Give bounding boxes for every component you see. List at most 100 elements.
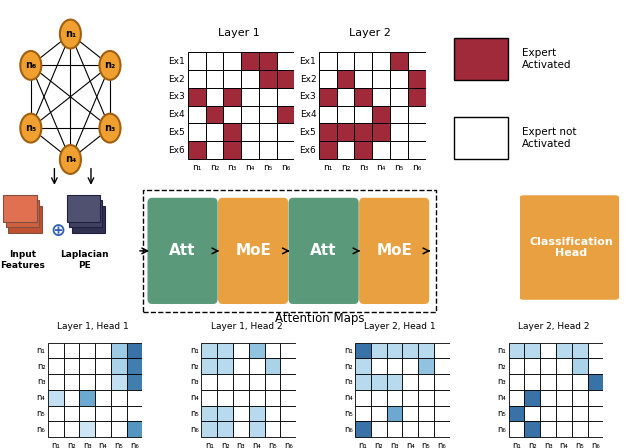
Bar: [418, 422, 434, 437]
Bar: [524, 343, 540, 358]
Bar: [233, 374, 249, 390]
FancyBboxPatch shape: [72, 206, 105, 233]
Text: n₂: n₂: [37, 362, 45, 371]
Bar: [63, 358, 79, 374]
Bar: [205, 106, 223, 124]
Bar: [509, 390, 524, 405]
Bar: [403, 405, 418, 422]
Text: n₆: n₆: [591, 441, 600, 448]
Bar: [63, 405, 79, 422]
Bar: [418, 374, 434, 390]
Bar: [355, 52, 372, 70]
Bar: [540, 405, 556, 422]
Bar: [371, 390, 387, 405]
Text: n₄: n₄: [376, 163, 386, 172]
Bar: [276, 124, 294, 141]
Bar: [572, 405, 588, 422]
Text: n₃: n₃: [37, 378, 45, 387]
Bar: [276, 88, 294, 106]
Bar: [572, 390, 588, 405]
Bar: [48, 374, 63, 390]
Text: n₁: n₁: [190, 346, 199, 355]
Bar: [223, 106, 241, 124]
Bar: [217, 358, 233, 374]
Bar: [79, 343, 95, 358]
Bar: [355, 422, 371, 437]
Bar: [509, 405, 524, 422]
Bar: [111, 358, 127, 374]
Bar: [188, 106, 205, 124]
Text: n₅: n₅: [344, 409, 353, 418]
Title: Layer 1: Layer 1: [218, 28, 259, 38]
Bar: [372, 141, 390, 159]
Bar: [63, 390, 79, 405]
Bar: [319, 52, 337, 70]
Bar: [259, 70, 276, 88]
Bar: [188, 52, 205, 70]
Bar: [241, 141, 259, 159]
Bar: [387, 358, 403, 374]
FancyBboxPatch shape: [67, 195, 100, 222]
Bar: [355, 374, 371, 390]
Bar: [403, 358, 418, 374]
Bar: [454, 39, 508, 80]
Bar: [556, 374, 572, 390]
Bar: [556, 405, 572, 422]
Text: n₃: n₃: [344, 378, 353, 387]
Text: n₁: n₁: [192, 163, 202, 172]
Text: Ex1: Ex1: [168, 57, 185, 66]
Text: n₂: n₂: [528, 441, 536, 448]
Bar: [249, 358, 264, 374]
Bar: [79, 374, 95, 390]
Bar: [509, 374, 524, 390]
Bar: [127, 422, 143, 437]
Bar: [223, 70, 241, 88]
Bar: [249, 343, 264, 358]
Bar: [259, 52, 276, 70]
Bar: [390, 70, 408, 88]
Bar: [48, 422, 63, 437]
Bar: [387, 405, 403, 422]
FancyBboxPatch shape: [69, 200, 102, 227]
Bar: [48, 405, 63, 422]
Text: n₄: n₄: [559, 441, 568, 448]
Bar: [205, 52, 223, 70]
Bar: [509, 358, 524, 374]
Bar: [63, 422, 79, 437]
Bar: [264, 358, 280, 374]
Bar: [202, 374, 217, 390]
Title: Layer 1, Head 1: Layer 1, Head 1: [57, 322, 129, 331]
Title: Layer 2, Head 1: Layer 2, Head 1: [364, 322, 436, 331]
Bar: [408, 70, 426, 88]
Text: n₃: n₃: [237, 441, 245, 448]
Circle shape: [99, 114, 120, 142]
Bar: [509, 343, 524, 358]
Bar: [540, 358, 556, 374]
Circle shape: [60, 145, 81, 174]
Bar: [434, 343, 450, 358]
Bar: [372, 88, 390, 106]
Bar: [390, 106, 408, 124]
Bar: [371, 422, 387, 437]
Bar: [233, 343, 249, 358]
Text: n₁: n₁: [36, 346, 45, 355]
Bar: [572, 422, 588, 437]
Title: Layer 2: Layer 2: [349, 28, 390, 38]
Text: Ex4: Ex4: [300, 110, 316, 119]
Bar: [524, 374, 540, 390]
Bar: [111, 343, 127, 358]
Text: MoE: MoE: [376, 243, 412, 258]
Bar: [280, 343, 296, 358]
Bar: [434, 358, 450, 374]
Bar: [556, 390, 572, 405]
Circle shape: [20, 114, 42, 142]
Bar: [241, 124, 259, 141]
Text: n₁: n₁: [51, 441, 60, 448]
Title: Layer 2, Head 2: Layer 2, Head 2: [518, 322, 589, 331]
Bar: [434, 405, 450, 422]
Bar: [556, 343, 572, 358]
Bar: [371, 405, 387, 422]
Bar: [48, 390, 63, 405]
Bar: [319, 88, 337, 106]
Text: Ex2: Ex2: [300, 74, 316, 83]
